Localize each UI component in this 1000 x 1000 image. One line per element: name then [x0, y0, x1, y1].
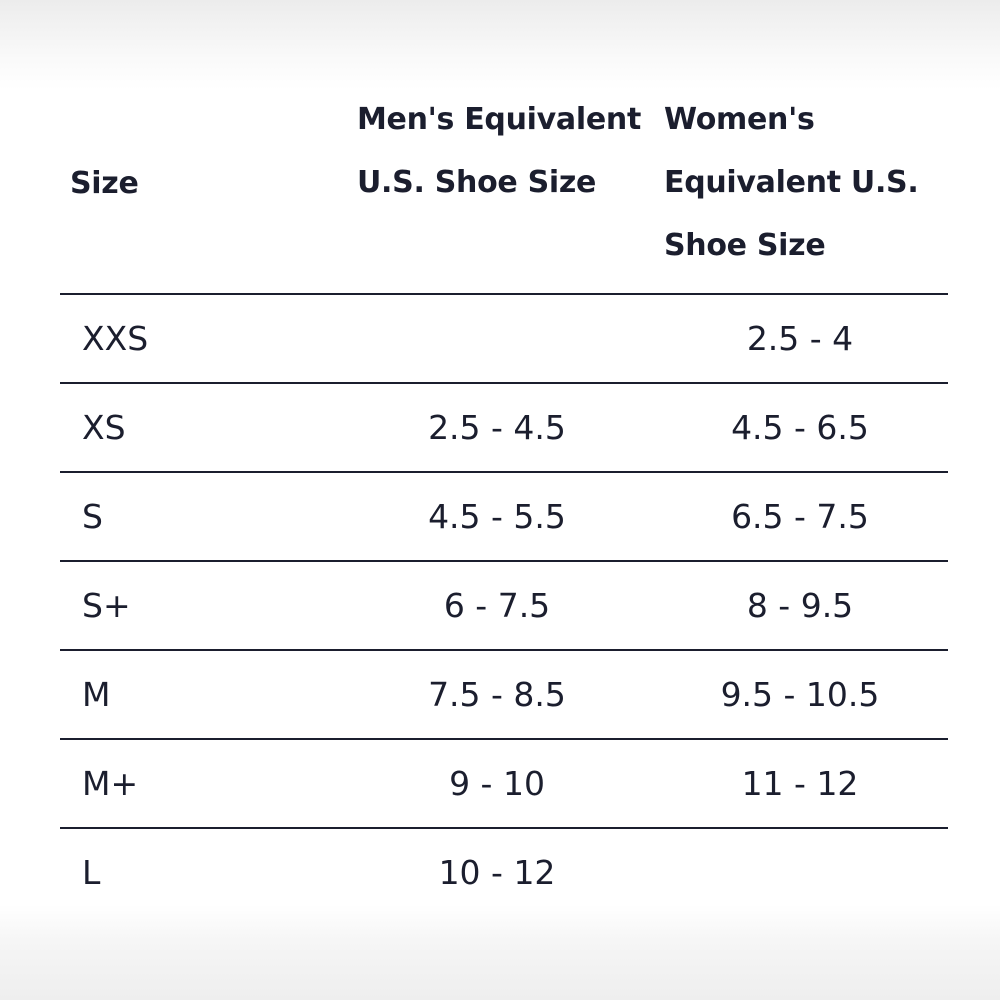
table-cell: S+	[82, 586, 131, 625]
table-cell: 2.5 - 4.5	[428, 408, 566, 447]
table-cell: 11 - 12	[741, 764, 859, 803]
table-row: XXS 2.5 - 4	[60, 293, 948, 382]
table-cell: 7.5 - 8.5	[428, 675, 566, 714]
table-row: XS 2.5 - 4.5 4.5 - 6.5	[60, 382, 948, 471]
header-cell: Women's Equivalent U.S. Shoe Size	[664, 102, 919, 263]
table-cell: S	[82, 497, 103, 536]
table-row: S 4.5 - 5.5 6.5 - 7.5	[60, 471, 948, 560]
table-cell: M+	[82, 764, 139, 803]
table-cell: 9 - 10	[449, 764, 545, 803]
table-cell: 10 - 12	[438, 853, 556, 892]
header-cell: Size	[70, 166, 139, 201]
header-cell: Men's Equivalent U.S. Shoe Size	[357, 102, 641, 200]
table-cell: 4.5 - 5.5	[428, 497, 566, 536]
header-row: Size Men's Equivalent U.S. Shoe Size Wom…	[60, 88, 948, 293]
table-cell: 2.5 - 4	[746, 319, 854, 358]
table-row: S+ 6 - 7.5 8 - 9.5	[60, 560, 948, 649]
table-cell: M	[82, 675, 111, 714]
size-table: Size Men's Equivalent U.S. Shoe Size Wom…	[60, 88, 948, 915]
table-cell: XS	[82, 408, 126, 447]
table-cell: 6.5 - 7.5	[731, 497, 869, 536]
table-cell: 8 - 9.5	[746, 586, 854, 625]
table-cell: 4.5 - 6.5	[731, 408, 869, 447]
table-cell: XXS	[82, 319, 149, 358]
table-cell: 6 - 7.5	[443, 586, 551, 625]
table-cell: L	[82, 853, 101, 892]
table-row: M 7.5 - 8.5 9.5 - 10.5	[60, 649, 948, 738]
table-cell: 9.5 - 10.5	[720, 675, 880, 714]
table-row: L 10 - 12	[60, 827, 948, 915]
table-row: M+ 9 - 10 11 - 12	[60, 738, 948, 827]
